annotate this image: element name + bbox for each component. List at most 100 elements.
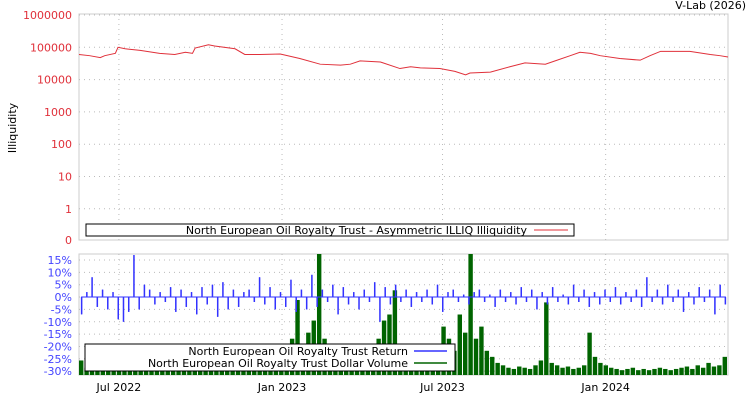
top-ytick-label: 0: [65, 234, 72, 247]
volume-bar: [192, 368, 197, 375]
volume-bar: [717, 365, 722, 375]
volume-bar: [170, 368, 176, 375]
volume-bar: [619, 370, 625, 375]
volume-bar: [625, 368, 630, 375]
volume-bar: [517, 366, 522, 375]
return-legend-label: North European Oil Royalty Trust Return: [188, 345, 408, 358]
volume-bar: [316, 254, 322, 375]
volume-bar: [598, 362, 603, 375]
volume-bar: [722, 356, 727, 375]
volume-bar: [549, 362, 554, 375]
volume-bar: [673, 368, 679, 375]
top-ytick-label: 10000: [37, 74, 72, 87]
volume-bar: [457, 314, 462, 375]
volume-bar: [295, 299, 300, 375]
bottom-ytick-label: 0%: [55, 291, 72, 304]
volume-bar: [609, 367, 614, 375]
volume-bar: [165, 370, 170, 375]
volume-bar: [214, 370, 219, 375]
volume-bar: [690, 368, 695, 375]
bottom-legend-box: [84, 343, 456, 372]
volume-bar: [241, 370, 246, 375]
volume-bar: [544, 302, 549, 375]
volume-bar: [435, 368, 441, 375]
volume-bar: [500, 365, 506, 375]
volume-bar: [641, 368, 646, 375]
xtick-label: Jul 2022: [96, 381, 142, 394]
top-ytick-label: 10: [58, 171, 72, 184]
top-ytick-label: 100: [51, 138, 72, 151]
top-legend-box: [85, 223, 575, 237]
bottom-ytick-label: -20%: [44, 340, 72, 353]
top-legend-label: North European Oil Royalty Trust - Asymm…: [186, 224, 528, 237]
volume-bar: [279, 368, 284, 375]
volume-bar: [473, 338, 479, 375]
volume-bar: [252, 368, 257, 375]
volume-bar: [711, 366, 717, 375]
volume-bar: [257, 370, 262, 375]
bottom-ytick-label: -10%: [44, 316, 72, 329]
volume-bar: [565, 366, 571, 375]
bottom-ytick-label: 5%: [55, 279, 72, 292]
volume-bar: [592, 356, 598, 375]
volume-bar: [695, 365, 700, 375]
volume-bar: [262, 368, 268, 375]
return-line: [81, 255, 726, 322]
xtick-label: Jan 2023: [257, 381, 306, 394]
volume-bar: [571, 368, 576, 375]
volume-bar: [230, 370, 235, 375]
volume-bar: [506, 367, 511, 375]
volume-bar: [79, 360, 84, 375]
top-ytick-label: 1000000: [23, 9, 72, 22]
bottom-ytick-label: -5%: [51, 303, 72, 316]
volume-bar: [360, 368, 365, 375]
volume-bar: [646, 370, 652, 375]
volume-bar: [154, 368, 160, 375]
volume-legend-label: North European Oil Royalty Trust Dollar …: [148, 357, 408, 370]
top-ytick-label: 100000: [30, 41, 72, 54]
bottom-ytick-label: -25%: [44, 353, 72, 366]
volume-bar: [479, 326, 484, 375]
volume-bar: [187, 370, 192, 375]
bottom-ytick-label: -15%: [44, 328, 72, 341]
bottom-ytick-label: 10%: [48, 266, 72, 279]
volume-bar: [663, 368, 668, 375]
volume-bar: [225, 368, 230, 375]
xtick-label: Jul 2023: [419, 381, 465, 394]
volume-bar: [581, 365, 587, 375]
credit-label: V-Lab (2026): [675, 0, 746, 12]
volume-bar: [462, 332, 468, 375]
volume-bar: [587, 332, 592, 375]
volume-bar: [419, 368, 425, 375]
top-ylabel: Illiquidity: [6, 102, 19, 153]
volume-bar: [700, 367, 706, 375]
volume-bar: [636, 370, 641, 375]
volume-bar: [527, 368, 533, 375]
volume-bar: [668, 370, 673, 375]
volume-bar: [679, 367, 684, 375]
volume-bar: [533, 365, 538, 375]
illiquidity-line: [78, 44, 729, 76]
top-ytick-label: 1000: [44, 106, 72, 119]
bottom-ytick-label: -30%: [44, 365, 72, 378]
volume-bar: [522, 367, 527, 375]
volume-bar: [630, 367, 636, 375]
volume-bar: [495, 362, 500, 375]
volume-bar: [652, 368, 657, 375]
volume-bar: [273, 370, 279, 375]
volume-bar: [554, 365, 560, 375]
volume-bar: [235, 368, 241, 375]
volume-bar: [538, 360, 544, 375]
volume-bar: [657, 367, 663, 375]
volume-bar: [484, 350, 490, 375]
volume-bar: [490, 356, 495, 375]
volume-bar: [614, 368, 619, 375]
volume-bar: [392, 290, 398, 375]
volume-bar: [576, 367, 581, 375]
top-ytick-label: 1: [65, 203, 72, 216]
bottom-ytick-label: 15%: [48, 254, 72, 267]
volume-bar: [143, 368, 149, 375]
volume-bar: [706, 362, 711, 375]
volume-bar: [208, 368, 214, 375]
